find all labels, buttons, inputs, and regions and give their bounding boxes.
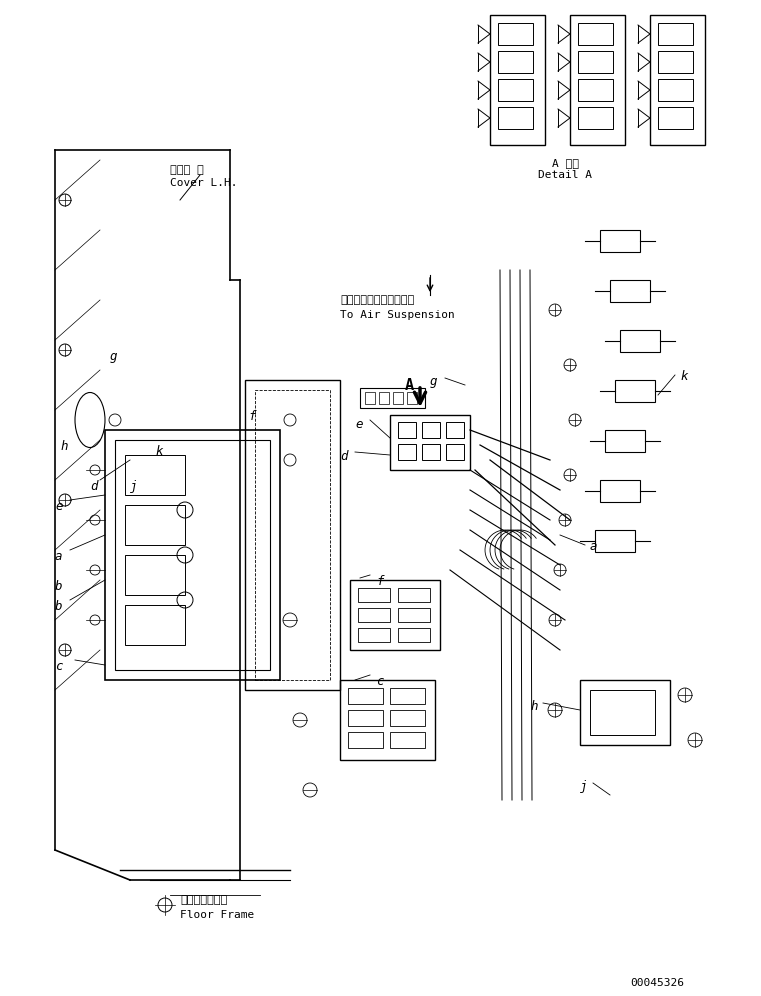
Bar [658, 51, 693, 73]
Bar [340, 680, 435, 760]
Bar [407, 392, 417, 404]
Bar [498, 23, 533, 45]
Bar [390, 415, 470, 470]
Bar [446, 444, 464, 460]
Text: d: d [340, 450, 348, 463]
Text: フロアフレーム: フロアフレーム [180, 895, 228, 905]
Text: b: b [55, 600, 62, 613]
Bar [398, 628, 430, 642]
Text: e: e [55, 500, 62, 513]
Bar [348, 732, 383, 748]
Bar [360, 388, 425, 408]
Text: b: b [55, 580, 62, 593]
Bar [605, 430, 645, 452]
Bar [358, 588, 390, 602]
Bar [398, 588, 430, 602]
Bar [600, 230, 640, 252]
Bar [595, 530, 635, 552]
Bar [348, 710, 383, 726]
Text: h: h [60, 440, 68, 453]
Bar [358, 628, 390, 642]
Text: A: A [405, 378, 414, 393]
Text: g: g [110, 350, 117, 363]
Bar [578, 23, 613, 45]
Text: c: c [376, 675, 384, 688]
Text: f: f [376, 575, 384, 588]
Bar [650, 15, 705, 145]
Bar [390, 732, 425, 748]
Text: a: a [590, 540, 597, 553]
Bar [398, 422, 416, 438]
Bar [390, 688, 425, 704]
Text: c: c [55, 660, 62, 673]
Bar [390, 710, 425, 726]
Text: To Air Suspension: To Air Suspension [340, 310, 455, 320]
Bar [422, 444, 440, 460]
Text: j: j [580, 780, 587, 793]
Bar [348, 688, 383, 704]
Bar [105, 430, 280, 680]
Text: f: f [248, 410, 256, 423]
Bar [446, 422, 464, 438]
Bar [365, 392, 375, 404]
Text: h: h [530, 700, 537, 713]
Bar [600, 480, 640, 502]
Text: Floor Frame: Floor Frame [180, 910, 254, 920]
Bar [658, 107, 693, 129]
Text: a: a [55, 550, 62, 563]
Bar [115, 440, 270, 670]
Bar [379, 392, 389, 404]
Bar [658, 79, 693, 101]
Text: k: k [680, 370, 687, 383]
Bar [125, 605, 185, 645]
Bar [498, 107, 533, 129]
Bar [490, 15, 545, 145]
Text: カバー 左: カバー 左 [170, 165, 204, 175]
Bar [350, 580, 440, 650]
Text: エアーサスペンションへ: エアーサスペンションへ [340, 295, 414, 305]
Bar [610, 280, 650, 302]
Text: e: e [355, 418, 362, 431]
Bar [398, 444, 416, 460]
Bar [620, 330, 660, 352]
Text: g: g [430, 375, 438, 388]
Text: Detail A: Detail A [538, 170, 592, 180]
Bar [125, 505, 185, 545]
Text: k: k [155, 445, 163, 458]
Bar [498, 79, 533, 101]
Text: 00045326: 00045326 [630, 978, 684, 988]
Bar [578, 51, 613, 73]
Bar [570, 15, 625, 145]
Bar [578, 79, 613, 101]
Bar [422, 422, 440, 438]
Bar [398, 608, 430, 622]
Bar [245, 380, 340, 690]
Bar [658, 23, 693, 45]
Bar [590, 690, 655, 735]
Bar [498, 51, 533, 73]
Bar [125, 555, 185, 595]
Bar [125, 455, 185, 495]
Bar [358, 608, 390, 622]
Bar [255, 390, 330, 680]
Text: Cover L.H.: Cover L.H. [170, 178, 237, 188]
Bar [578, 107, 613, 129]
Text: j: j [130, 480, 138, 493]
Bar [580, 680, 670, 745]
Bar [393, 392, 403, 404]
Text: A 詳細: A 詳細 [552, 158, 578, 168]
Bar [615, 380, 655, 402]
Text: d: d [90, 480, 97, 493]
